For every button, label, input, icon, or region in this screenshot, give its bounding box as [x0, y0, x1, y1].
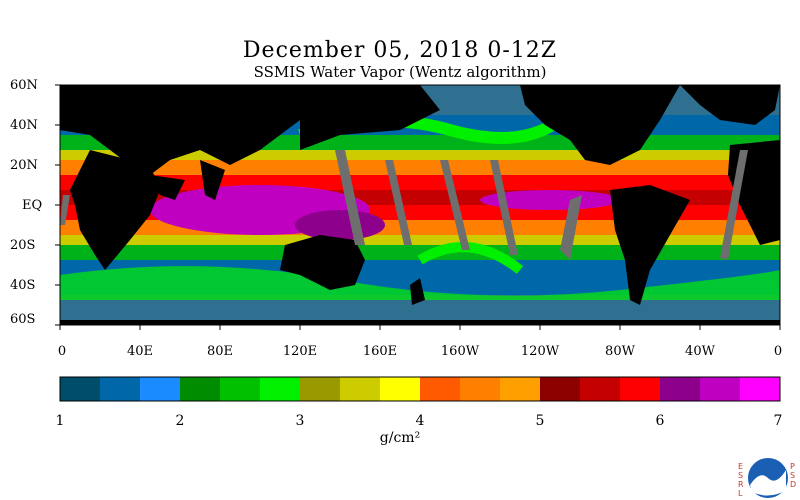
colorbar-segment [380, 377, 421, 401]
colorbar-segment [740, 377, 781, 401]
lat-label-60n: 60N [10, 78, 38, 93]
colorbar [60, 377, 781, 401]
colorbar-segment [140, 377, 181, 401]
lon-label-120e: 120E [282, 344, 318, 359]
lon-label-40w: 40W [685, 344, 715, 359]
map-title: December 05, 2018 0-12Z [242, 38, 558, 63]
colorbar-segment [260, 377, 301, 401]
colorbar-tick-3: 3 [295, 413, 305, 429]
colorbar-segment [420, 377, 461, 401]
colorbar-segment [60, 377, 101, 401]
lat-label-eq: EQ [22, 198, 43, 213]
colorbar-tick-6: 6 [655, 413, 665, 429]
lon-label-0: 0 [57, 344, 67, 359]
colorbar-tick-7: 7 [773, 413, 783, 429]
lon-label-160w: 160W [440, 344, 480, 359]
colorbar-tick-2: 2 [175, 413, 185, 429]
axis-ticks [55, 84, 781, 330]
colorbar-units: g/cm² [379, 430, 421, 446]
colorbar-segment [180, 377, 221, 401]
lon-label-120w: 120W [520, 344, 560, 359]
lat-label-40s: 40S [10, 278, 36, 293]
colorbar-tick-4: 4 [415, 413, 425, 429]
colorbar-segment [300, 377, 341, 401]
lat-label-40n: 40N [10, 118, 38, 133]
colorbar-segment [100, 377, 141, 401]
colorbar-segment [580, 377, 621, 401]
colorbar-segment [540, 377, 581, 401]
colorbar-segment [460, 377, 501, 401]
colorbar-tick-1: 1 [55, 413, 65, 429]
colorbar-segment [620, 377, 661, 401]
lon-label-40e: 40E [126, 344, 154, 359]
lon-label-80e: 80E [206, 344, 234, 359]
lat-label-60s: 60S [10, 312, 36, 327]
colorbar-segment [340, 377, 381, 401]
colorbar-segment [660, 377, 701, 401]
lon-label-0-right: 0 [773, 344, 783, 359]
noaa-logo [746, 456, 790, 500]
colorbar-segment [700, 377, 741, 401]
map-field [60, 85, 780, 325]
lon-label-160e: 160E [362, 344, 398, 359]
colorbar-segment [220, 377, 261, 401]
lon-label-80w: 80W [605, 344, 635, 359]
lat-label-20n: 20N [10, 158, 38, 173]
map-subtitle: SSMIS Water Vapor (Wentz algorithm) [253, 63, 547, 81]
lat-label-20s: 20S [10, 238, 36, 253]
colorbar-segment [500, 377, 541, 401]
colorbar-tick-5: 5 [535, 413, 545, 429]
